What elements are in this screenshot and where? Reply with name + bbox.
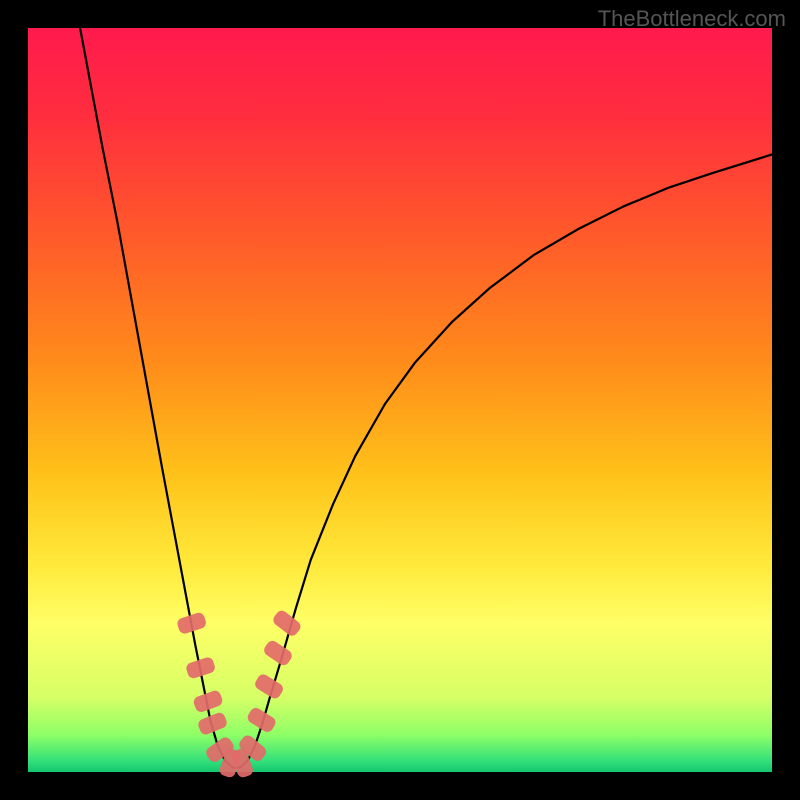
- plot-area: [28, 28, 772, 772]
- chart-container: TheBottleneck.com: [0, 0, 800, 800]
- gradient-background: [28, 28, 772, 772]
- plot-svg: [28, 28, 772, 772]
